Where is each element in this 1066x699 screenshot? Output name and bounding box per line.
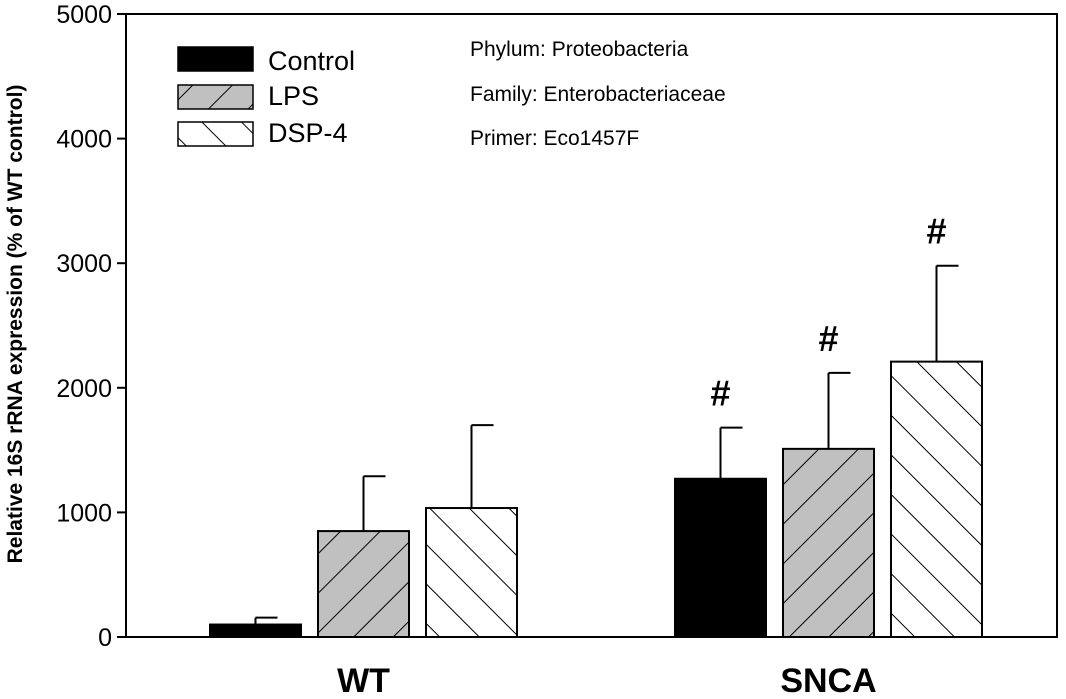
- y-tick-label: 3000: [56, 250, 112, 278]
- legend-label-dsp4: DSP-4: [268, 118, 348, 148]
- y-tick-label: 2000: [56, 375, 112, 403]
- x-category-label-wt: WT: [337, 662, 390, 699]
- legend-label-control: Control: [268, 46, 355, 76]
- annotation-phylum: Phylum: Proteobacteria: [470, 38, 689, 61]
- y-tick-label: 0: [98, 624, 112, 652]
- x-category-label-snca: SNCA: [780, 662, 876, 699]
- x-axis: WT SNCA: [337, 662, 877, 699]
- y-tick-label: 1000: [56, 499, 112, 527]
- annotation-primer: Primer: Eco1457F: [470, 127, 639, 150]
- bar-wt-control: [209, 623, 302, 638]
- bars-layer: # # #: [209, 211, 983, 639]
- legend-swatch-control: [177, 46, 254, 72]
- y-axis-label: Relative 16S rRNA expression (% of WT co…: [4, 85, 27, 564]
- legend-swatch-lps: [177, 84, 254, 110]
- legend-label-lps: LPS: [268, 81, 319, 111]
- legend: Control LPS DSP-4: [177, 46, 355, 148]
- annotation-family: Family: Enterobacteriaceae: [470, 83, 726, 106]
- significance-mark: #: [710, 373, 730, 414]
- bar-snca-control: [674, 477, 767, 638]
- significance-mark: #: [926, 211, 946, 252]
- bar-wt-dsp-4: [425, 507, 518, 638]
- y-tick-label: 4000: [56, 126, 112, 154]
- annotation-block: Phylum: Proteobacteria Family: Enterobac…: [470, 38, 726, 150]
- bar-wt-lps: [317, 530, 410, 639]
- y-axis: 0 1000 2000 3000 4000 5000: [56, 1, 126, 652]
- bar-snca-lps: [782, 447, 875, 638]
- significance-mark: #: [818, 318, 838, 359]
- y-tick-label: 5000: [56, 1, 112, 29]
- legend-swatch-dsp4: [177, 121, 254, 147]
- plot-frame: [125, 13, 1058, 638]
- bar-snca-dsp-4: [890, 360, 983, 638]
